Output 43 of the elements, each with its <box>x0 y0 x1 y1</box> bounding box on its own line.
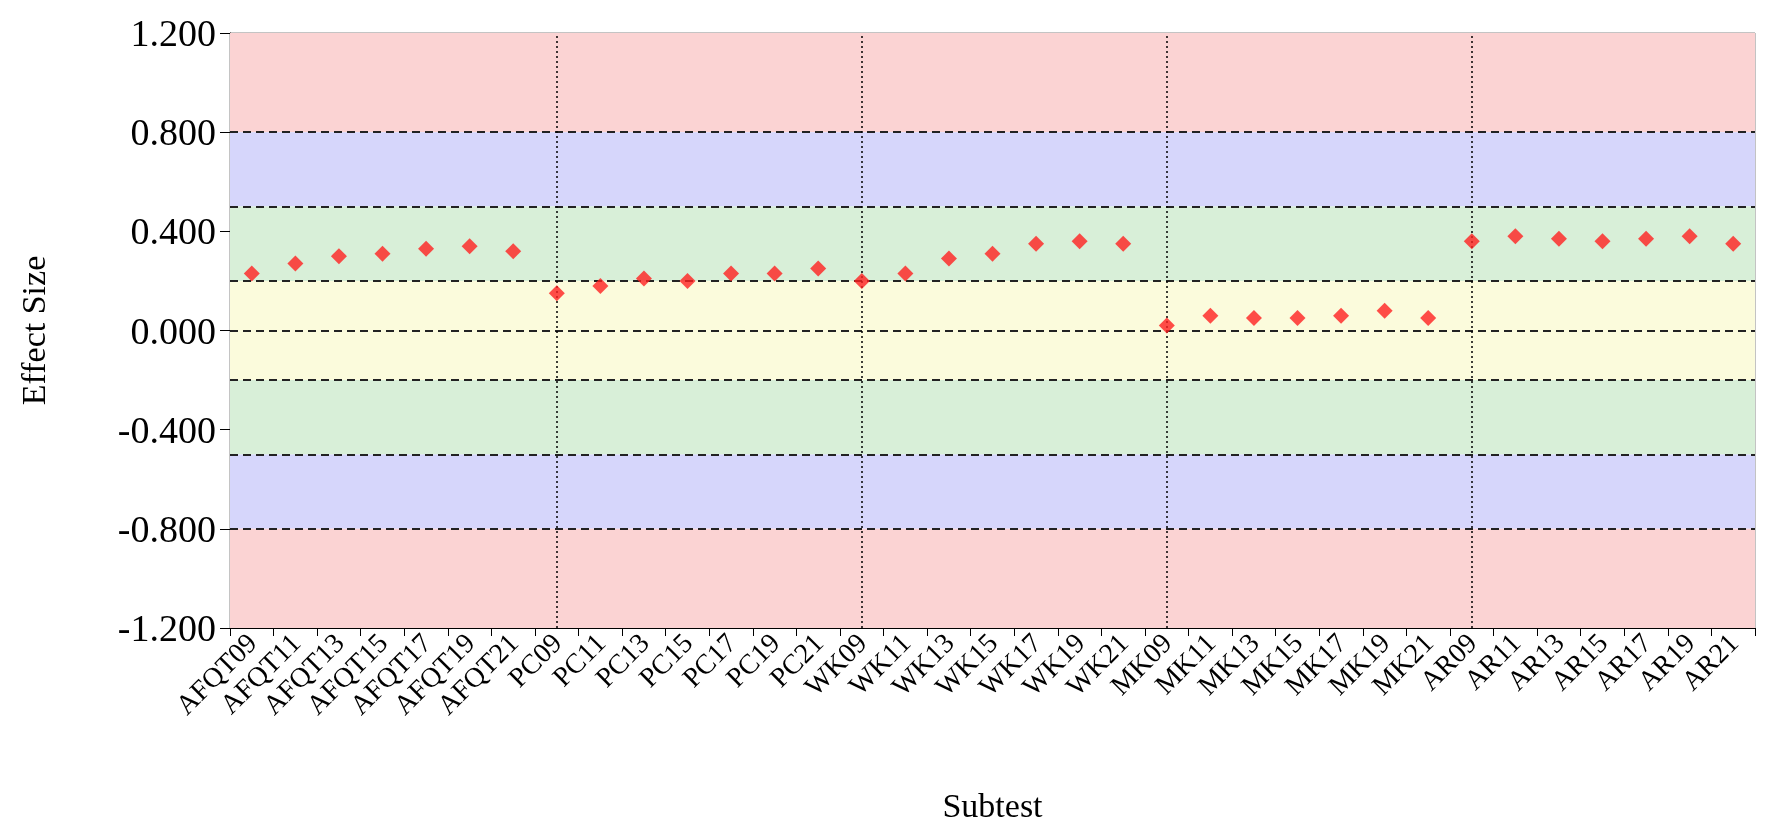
point <box>505 243 522 260</box>
point <box>810 260 827 277</box>
point <box>1463 233 1480 250</box>
point <box>1507 228 1524 245</box>
point <box>766 265 783 282</box>
point <box>853 272 870 289</box>
point <box>984 245 1001 262</box>
point <box>1115 235 1132 252</box>
y-tick-label: -0.400 <box>117 408 216 451</box>
point <box>1158 317 1175 334</box>
point <box>1245 310 1262 327</box>
point <box>461 238 478 255</box>
point <box>330 248 347 265</box>
point <box>1376 302 1393 319</box>
point <box>1028 235 1045 252</box>
point <box>548 285 565 302</box>
y-tick-label: 0.800 <box>130 111 216 154</box>
point <box>418 240 435 257</box>
point <box>1289 310 1306 327</box>
point <box>679 272 696 289</box>
point <box>243 265 260 282</box>
point <box>940 250 957 267</box>
point <box>1071 233 1088 250</box>
x-axis-title: Subtest <box>942 786 1044 824</box>
point <box>374 245 391 262</box>
point <box>1638 230 1655 247</box>
point <box>1202 307 1219 324</box>
point <box>1594 233 1611 250</box>
y-tick-label: 0.000 <box>130 309 216 352</box>
y-tick-label: 1.200 <box>130 12 216 54</box>
y-tick-label: 0.400 <box>130 210 216 253</box>
point <box>1420 310 1437 327</box>
point <box>1681 228 1698 245</box>
point <box>897 265 914 282</box>
point <box>1333 307 1350 324</box>
point <box>592 277 609 294</box>
y-tick-label: -0.800 <box>117 507 216 550</box>
point <box>287 255 304 272</box>
y-axis-title: Effect Size <box>14 255 52 406</box>
point <box>1725 235 1742 252</box>
point <box>635 270 652 287</box>
point <box>1550 230 1567 247</box>
point <box>723 265 740 282</box>
